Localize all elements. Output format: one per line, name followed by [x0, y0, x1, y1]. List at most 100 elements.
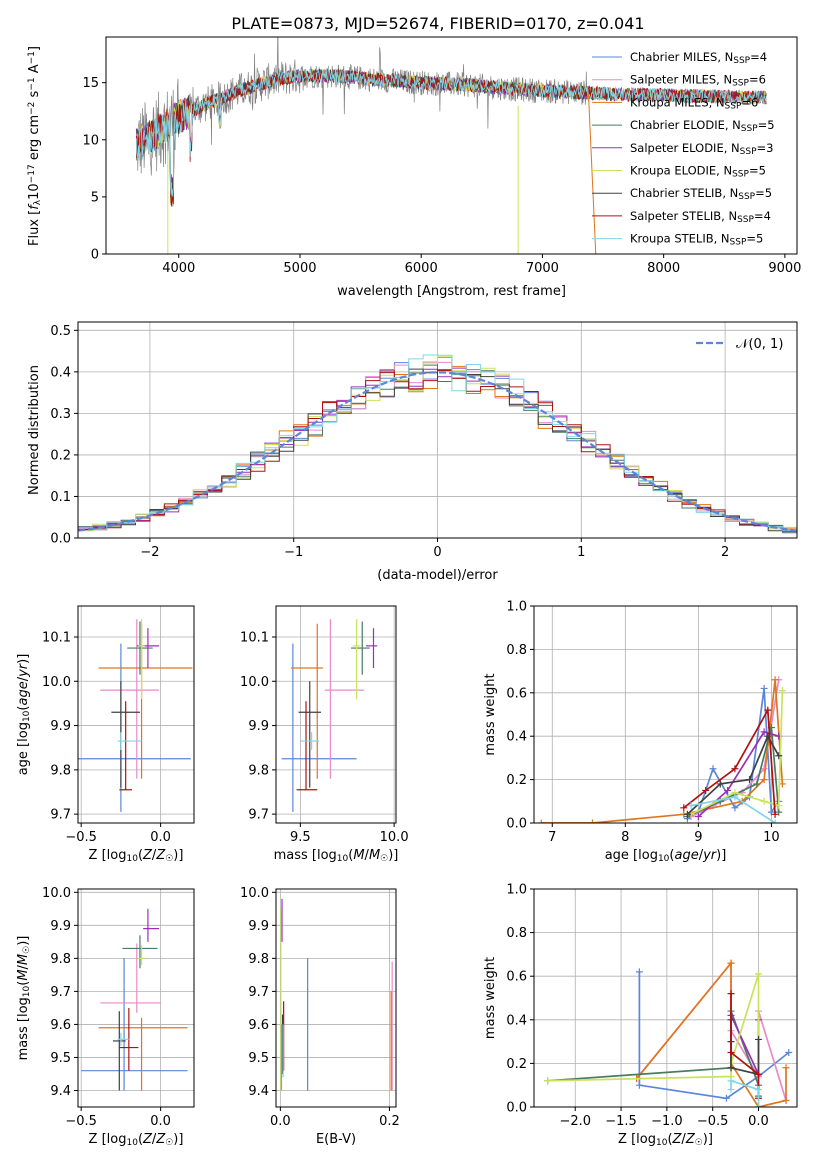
- y-tick-label: 0.6: [506, 970, 527, 985]
- y-tick-label: 0.4: [50, 365, 71, 380]
- plot-area: [537, 676, 786, 823]
- legend-entry-chabrier_elodie: Chabrier ELODIE, NSSP=5: [630, 118, 775, 134]
- y-tick-label: 0.6: [506, 686, 527, 701]
- series-marker-kroupa_miles: [771, 676, 779, 684]
- model-line-kroupa_stelib: [135, 68, 767, 197]
- series-marker-kroupa_stelib: [727, 1086, 735, 1094]
- plot-area: [280, 898, 393, 1091]
- y-tick-label: 9.8: [248, 763, 269, 778]
- y-tick-label: 10.1: [42, 631, 71, 646]
- series-marker-chabrier_elodie: [753, 780, 761, 788]
- legend-entry-salpeter_stelib: Salpeter STELIB, NSSP=4: [630, 209, 771, 225]
- y-tick-label: 10.1: [240, 631, 269, 646]
- mass-weight-vs-Z-panel: −2.0 −1.5 −1.0 −0.5 0.0 0.0 0.2 0.4 0.6 0.8 1.0 Z […: [483, 883, 798, 1148]
- y-tick-label: 15: [82, 76, 99, 91]
- y-tick-label: 0: [91, 248, 99, 263]
- series-line-kroupa_miles: [541, 679, 784, 823]
- series-marker-salpeter_elodie: [694, 812, 702, 820]
- series-marker-kroupa_elodie: [544, 1077, 552, 1085]
- x-axis-label: age [log10(age/yr)]: [605, 848, 727, 864]
- age-vs-mass-panel: 9.5 10.0 9.7 9.8 9.9 10.0 10.1 mass [log10(M/M☉…: [240, 605, 409, 864]
- y-tick-label: 10.0: [42, 675, 71, 690]
- mass-vs-ebv-panel: 0.0 0.2 9.4 9.5 9.6 9.7 9.8 9.9 10.0 E(B-V): [240, 886, 400, 1147]
- series-marker-chabrier_stelib: [746, 776, 754, 784]
- x-tick-label: 1: [577, 545, 585, 560]
- x-tick-label: 8000: [647, 261, 680, 276]
- mass-weight-vs-age-panel: 7 8 9 10 0.0 0.2 0.4 0.6 0.8 1.0 age [log10(age/yr…: [483, 600, 798, 864]
- series-marker-chabrier_miles: [635, 1081, 643, 1089]
- series-marker-kroupa_elodie: [775, 802, 783, 810]
- series-marker-kroupa_stelib: [731, 793, 739, 801]
- series-marker-salpeter_miles: [760, 765, 768, 773]
- x-tick-label: 0.0: [270, 1114, 291, 1129]
- spectrum-panel: 4000 5000 6000 7000 8000 9000 0 5 10 15 Chabrier M…: [27, 36, 801, 299]
- legend-entry-chabrier_stelib: Chabrier STELIB, NSSP=5: [630, 186, 772, 202]
- series-marker-chabrier_miles: [767, 808, 775, 816]
- series-line-kroupa_miles: [635, 960, 787, 1107]
- x-tick-label: 7000: [526, 261, 559, 276]
- axes-frame: [533, 888, 798, 1108]
- x-tick-label: 2: [721, 545, 729, 560]
- x-tick-label: 5000: [283, 261, 316, 276]
- y-axis-label: mass [log10(M/M☉)]: [16, 936, 32, 1061]
- series-line-kroupa_elodie: [547, 973, 760, 1090]
- residuals-panel: −2 −1 0 1 2 0.0 0.1 0.2 0.3 0.4 0.5 𝒩(0, 1) (data-mo…: [27, 321, 798, 583]
- series-marker-kroupa_stelib: [755, 1086, 763, 1094]
- y-tick-label: 9.4: [50, 1084, 71, 1099]
- x-tick-label: −0.5: [697, 1114, 729, 1129]
- series-marker-salpeter_stelib: [727, 990, 735, 998]
- histogram-kroupa_elodie: [78, 356, 797, 532]
- x-tick-label: 10.0: [380, 830, 409, 845]
- series-marker-kroupa_stelib: [727, 1077, 735, 1085]
- observed-spectrum-line: [135, 37, 592, 176]
- series-marker-chabrier_miles: [731, 804, 739, 812]
- series-marker-kroupa_miles: [782, 1096, 790, 1104]
- series-marker-salpeter_stelib: [727, 1049, 735, 1056]
- dropout-line: [587, 94, 597, 254]
- y-tick-label: 10.0: [240, 675, 269, 690]
- x-axis-label: wavelength [Angstrom, rest frame]: [337, 284, 566, 299]
- series-marker-kroupa_stelib: [755, 1103, 763, 1107]
- y-axis-label: mass weight: [483, 673, 498, 755]
- x-tick-label: −2.0: [559, 1114, 591, 1129]
- series-marker-kroupa_stelib: [771, 819, 779, 823]
- y-tick-label: 10.0: [240, 886, 269, 901]
- series-marker-kroupa_miles: [588, 819, 596, 823]
- series-marker-chabrier_miles: [785, 1049, 793, 1056]
- age-vs-Z-panel: −0.5 0.0 9.7 9.8 9.9 10.0 10.1 Z [log10(Z/Z☉)] a…: [16, 605, 195, 864]
- legend: Chabrier MILES, NSSP=4 Salpeter MILES, NS…: [592, 50, 775, 248]
- series-marker-kroupa_stelib: [687, 802, 695, 810]
- y-tick-label: 0.0: [506, 1101, 527, 1116]
- axes-frame: [77, 888, 195, 1108]
- y-tick-label: 0.5: [50, 324, 71, 339]
- gaussian-line: [78, 371, 797, 532]
- plot-area: [78, 354, 797, 534]
- y-tick-label: 10: [82, 133, 99, 148]
- x-axis-label: Z [log10(Z/Z☉)]: [89, 848, 184, 864]
- histogram-kroupa_stelib: [78, 354, 797, 531]
- series-marker-kroupa_miles: [727, 959, 735, 967]
- series-marker-kroupa_elodie: [760, 797, 768, 805]
- axes-frame: [275, 888, 397, 1108]
- legend-entry-kroupa_miles: Kroupa MILES, NSSP=6: [630, 95, 758, 111]
- x-tick-label: 6000: [405, 261, 438, 276]
- x-axis-label: Z [log10(Z/Z☉)]: [618, 1132, 713, 1148]
- axes-frame: [77, 605, 195, 824]
- y-tick-label: 0.8: [506, 643, 527, 658]
- series-line-kroupa_stelib: [730, 1079, 760, 1107]
- series-marker-salpeter_stelib: [731, 765, 739, 773]
- y-tick-label: 9.6: [50, 1018, 71, 1033]
- axes-frame: [275, 605, 397, 824]
- legend-entry-kroupa_stelib: Kroupa STELIB, NSSP=5: [630, 232, 763, 248]
- plot-area: [544, 959, 793, 1107]
- x-tick-label: 0.0: [150, 830, 171, 845]
- y-tick-label: 0.2: [506, 1057, 527, 1072]
- y-tick-label: 1.0: [506, 600, 527, 615]
- legend-entry-chabrier_miles: Chabrier MILES, NSSP=4: [630, 50, 767, 66]
- x-axis-label: E(B-V): [316, 1132, 356, 1147]
- legend-entry-kroupa_elodie: Kroupa ELODIE, NSSP=5: [630, 164, 766, 180]
- x-tick-label: 9: [694, 830, 702, 845]
- y-tick-label: 9.5: [248, 1051, 269, 1066]
- axes-frame: [105, 36, 798, 255]
